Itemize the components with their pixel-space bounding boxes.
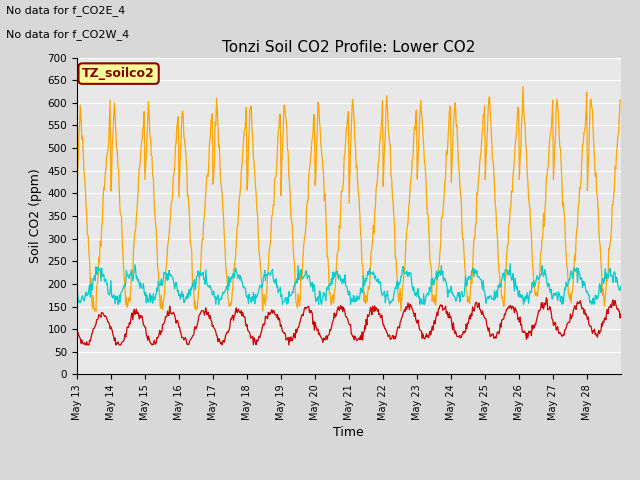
Title: Tonzi Soil CO2 Profile: Lower CO2: Tonzi Soil CO2 Profile: Lower CO2 — [222, 40, 476, 55]
Open -8cm — [264, 310, 272, 315]
Open -8cm — [237, 308, 245, 313]
Tree2 -8cm — [264, 270, 272, 276]
Tree2 -8cm — [237, 278, 245, 284]
Text: No data for f_CO2E_4: No data for f_CO2E_4 — [6, 5, 125, 16]
X-axis label: Time: Time — [333, 426, 364, 439]
Open -8cm — [617, 311, 625, 317]
Tree2 -8cm — [506, 261, 514, 266]
Open -8cm — [73, 328, 81, 334]
Tree -8cm — [519, 84, 527, 89]
Tree -8cm — [138, 143, 145, 148]
Line: Tree2 -8cm: Tree2 -8cm — [77, 264, 621, 304]
Line: Open -8cm: Open -8cm — [77, 298, 621, 345]
Tree2 -8cm — [114, 301, 122, 307]
Tree -8cm — [91, 308, 99, 314]
Tree2 -8cm — [285, 289, 292, 295]
Text: TZ_soilco2: TZ_soilco2 — [82, 67, 155, 80]
Tree -8cm — [73, 181, 81, 187]
Tree -8cm — [285, 173, 292, 179]
Tree -8cm — [264, 265, 272, 271]
Open -8cm — [436, 303, 444, 309]
Y-axis label: Soil CO2 (ppm): Soil CO2 (ppm) — [29, 168, 42, 264]
Open -8cm — [138, 314, 145, 320]
Tree2 -8cm — [617, 283, 625, 288]
Tree -8cm — [617, 97, 625, 103]
Tree -8cm — [406, 197, 413, 203]
Tree2 -8cm — [138, 282, 145, 288]
Open -8cm — [543, 295, 550, 301]
Line: Tree -8cm: Tree -8cm — [77, 86, 621, 311]
Text: No data for f_CO2W_4: No data for f_CO2W_4 — [6, 29, 130, 40]
Open -8cm — [285, 342, 292, 348]
Tree -8cm — [237, 167, 245, 172]
Tree2 -8cm — [436, 269, 444, 275]
Tree -8cm — [436, 249, 444, 255]
Open -8cm — [406, 307, 413, 312]
Tree2 -8cm — [73, 293, 81, 299]
Open -8cm — [82, 342, 90, 348]
Tree2 -8cm — [406, 270, 413, 276]
